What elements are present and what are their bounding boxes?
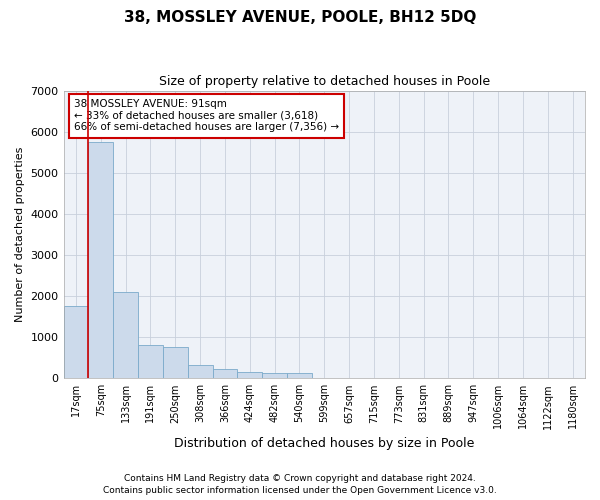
Bar	[88, 142, 113, 378]
Text: 38 MOSSLEY AVENUE: 91sqm
← 33% of detached houses are smaller (3,618)
66% of sem: 38 MOSSLEY AVENUE: 91sqm ← 33% of detach…	[74, 99, 339, 132]
Bar	[287, 374, 312, 378]
X-axis label: Distribution of detached houses by size in Poole: Distribution of detached houses by size …	[174, 437, 475, 450]
Bar	[64, 306, 88, 378]
Text: Contains HM Land Registry data © Crown copyright and database right 2024.
Contai: Contains HM Land Registry data © Crown c…	[103, 474, 497, 495]
Bar	[163, 348, 188, 378]
Title: Size of property relative to detached houses in Poole: Size of property relative to detached ho…	[159, 75, 490, 88]
Text: 38, MOSSLEY AVENUE, POOLE, BH12 5DQ: 38, MOSSLEY AVENUE, POOLE, BH12 5DQ	[124, 10, 476, 25]
Bar	[238, 372, 262, 378]
Y-axis label: Number of detached properties: Number of detached properties	[15, 146, 25, 322]
Bar	[262, 373, 287, 378]
Bar	[212, 370, 238, 378]
Bar	[138, 346, 163, 378]
Bar	[113, 292, 138, 378]
Bar	[188, 364, 212, 378]
